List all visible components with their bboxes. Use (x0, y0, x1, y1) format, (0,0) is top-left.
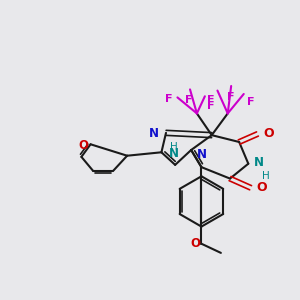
Text: N: N (169, 147, 179, 160)
Text: F: F (206, 95, 214, 105)
Text: N: N (196, 148, 206, 161)
Text: H: H (262, 171, 270, 181)
Text: O: O (263, 128, 274, 140)
Text: N: N (254, 156, 264, 169)
Text: F: F (165, 94, 173, 103)
Text: F: F (247, 98, 255, 107)
Text: O: O (256, 181, 267, 194)
Text: O: O (79, 139, 89, 152)
Text: F: F (185, 95, 193, 105)
Text: N: N (149, 128, 159, 140)
Text: F: F (207, 101, 215, 111)
Text: O: O (191, 237, 201, 250)
Text: H: H (170, 142, 178, 152)
Text: F: F (227, 92, 235, 102)
